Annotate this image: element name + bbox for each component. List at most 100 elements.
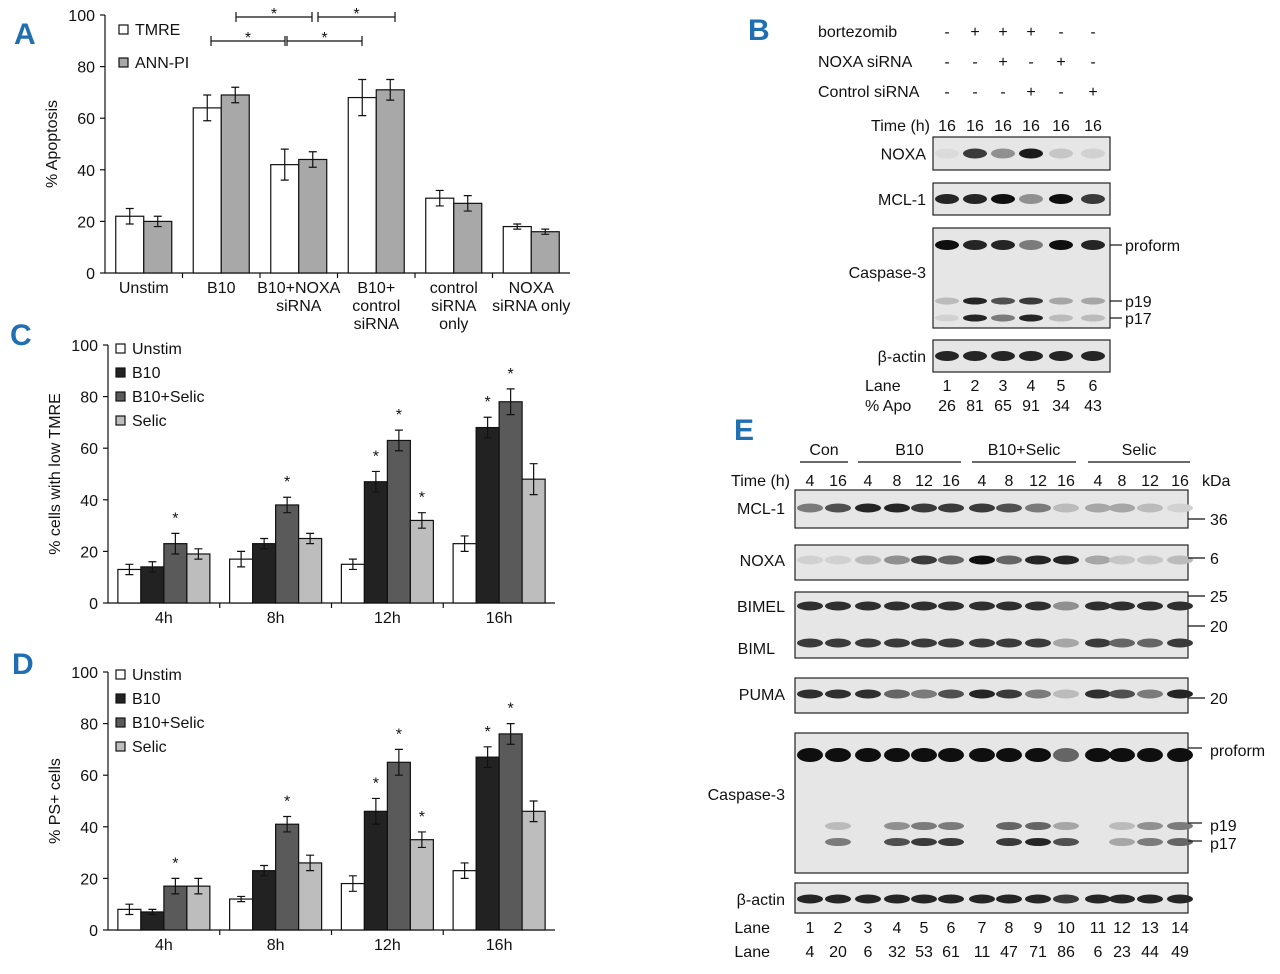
lane-number: 1	[943, 378, 952, 395]
band	[1053, 601, 1079, 611]
x-tick-label: B10+NOXA	[257, 280, 340, 297]
band	[911, 555, 937, 565]
band	[1019, 148, 1043, 159]
significance-star: *	[396, 726, 402, 743]
band	[1025, 838, 1051, 846]
legend-label: ANN-PI	[135, 55, 189, 72]
band	[797, 748, 823, 762]
lane-number: 6	[1089, 378, 1098, 395]
band	[797, 894, 823, 904]
band	[1053, 838, 1079, 846]
y-tick-label: 80	[80, 717, 98, 734]
legend-swatch	[115, 717, 126, 728]
panel-label-e: E	[734, 414, 754, 447]
band	[1049, 240, 1073, 250]
band	[1025, 638, 1051, 648]
y-tick-label: 40	[77, 163, 95, 180]
apo-value: 26	[938, 398, 956, 415]
error-bar	[194, 548, 203, 560]
condition-value: -	[972, 54, 977, 71]
band	[825, 748, 851, 762]
band	[1025, 748, 1051, 762]
apo-value: 81	[966, 398, 984, 415]
legend-label: Selic	[132, 413, 167, 430]
band	[825, 838, 851, 846]
band	[884, 822, 910, 830]
panel-label-c: C	[10, 319, 32, 352]
lane-value: 86	[1057, 944, 1075, 961]
band	[938, 503, 964, 513]
time-value: 4	[978, 473, 987, 490]
protein-label: PUMA	[739, 687, 786, 704]
error-bar	[483, 746, 492, 769]
significance-star: *	[373, 775, 379, 792]
condition-label: bortezomib	[818, 24, 897, 41]
legend-swatch	[115, 343, 126, 354]
band	[1167, 838, 1193, 846]
bar	[275, 504, 300, 604]
kda-value: 20	[1210, 619, 1228, 636]
significance-star: *	[284, 474, 290, 491]
band	[1025, 689, 1051, 699]
bar	[252, 870, 277, 931]
band	[911, 838, 937, 846]
band	[825, 638, 851, 648]
apo-value: 34	[1052, 398, 1070, 415]
legend-label: Selic	[132, 739, 167, 756]
bar	[375, 89, 405, 274]
time-value: 16	[1171, 473, 1189, 490]
legend-swatch	[118, 24, 129, 35]
error-bar	[283, 496, 292, 514]
band	[938, 838, 964, 846]
lane-number: 8	[1005, 920, 1014, 937]
significance-star: *	[396, 407, 402, 424]
error-bar	[171, 532, 180, 555]
condition-value: -	[944, 24, 949, 41]
band	[1053, 822, 1079, 830]
band	[1137, 638, 1163, 648]
legend-label: Unstim	[132, 341, 182, 358]
apo-value: 43	[1084, 398, 1102, 415]
lane-number: 6	[947, 920, 956, 937]
band	[884, 601, 910, 611]
error-bar	[306, 854, 315, 872]
error-bar	[371, 797, 380, 825]
error-bar	[394, 748, 403, 776]
condition-value: +	[998, 24, 1007, 41]
band	[884, 748, 910, 762]
bar	[363, 810, 388, 931]
kda-value: 20	[1210, 691, 1228, 708]
error-bar	[171, 877, 180, 895]
bar	[502, 225, 532, 274]
axes	[104, 15, 570, 274]
legend-swatch	[115, 367, 126, 378]
lane-number: 5	[1057, 378, 1066, 395]
band	[797, 503, 823, 513]
band	[1085, 601, 1111, 611]
condition-value: -	[1090, 54, 1095, 71]
band	[797, 601, 823, 611]
band	[1019, 314, 1043, 322]
x-tick-label: B10	[207, 280, 236, 297]
band	[969, 748, 995, 762]
band	[963, 314, 987, 322]
error-bar	[125, 563, 134, 576]
band	[1085, 748, 1111, 762]
marker-label: p17	[1125, 311, 1152, 328]
marker-label: p17	[1210, 836, 1237, 853]
x-tick-label: 8h	[267, 610, 285, 627]
band	[1025, 503, 1051, 513]
band	[996, 894, 1022, 904]
apo-value: 91	[1022, 398, 1040, 415]
condition-value: -	[972, 84, 977, 101]
bar	[498, 733, 523, 931]
time-value: 4	[806, 473, 815, 490]
condition-value: +	[1056, 54, 1065, 71]
band	[1053, 555, 1079, 565]
lane-number: 11	[1090, 920, 1107, 937]
blot-strip	[932, 227, 1111, 329]
group-label: B10+Selic	[988, 442, 1061, 459]
band	[996, 503, 1022, 513]
band	[1109, 748, 1135, 762]
band	[911, 894, 937, 904]
